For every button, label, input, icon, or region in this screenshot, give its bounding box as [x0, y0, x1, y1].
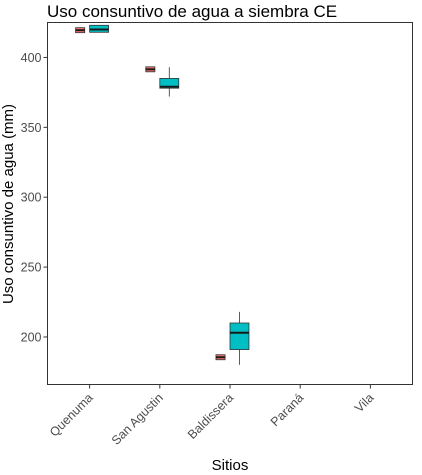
- box-1-2: [229, 311, 250, 365]
- box-0-1: [145, 66, 156, 73]
- plot-marks: [75, 24, 250, 365]
- x-axis: Quenuma San Agustin Baldissera Paraná Vila: [47, 384, 377, 448]
- x-tick-label: Quenuma: [47, 391, 96, 440]
- x-tick-label: San Agustin: [109, 391, 166, 448]
- chart-title: Uso consuntivo de agua a siembra CE: [47, 2, 337, 21]
- y-tick-label: 400: [21, 51, 42, 65]
- x-tick-label: Vila: [352, 391, 377, 416]
- box-1-1: [159, 67, 180, 97]
- x-tick-label: Baldissera: [185, 391, 236, 442]
- box-body: [159, 78, 180, 89]
- x-tick-label: Paraná: [268, 391, 306, 429]
- y-tick-label: 350: [21, 121, 42, 135]
- box-0-2: [215, 354, 226, 361]
- y-axis: 200 250 300 350 400: [21, 51, 48, 344]
- y-axis-title: Uso consuntivo de agua (mm): [0, 104, 17, 304]
- y-tick-label: 200: [21, 330, 42, 344]
- box-1-0: [89, 24, 109, 33]
- box-0-0: [75, 27, 86, 34]
- y-tick-label: 250: [21, 261, 42, 275]
- x-axis-title: Sitios: [212, 457, 249, 474]
- box-body: [229, 322, 250, 350]
- y-tick-label: 300: [21, 191, 42, 205]
